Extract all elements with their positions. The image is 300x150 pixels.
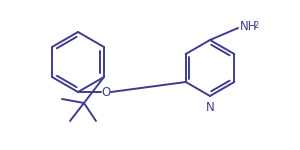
Text: O: O xyxy=(101,85,111,99)
Text: N: N xyxy=(206,101,214,114)
Text: NH: NH xyxy=(240,21,257,33)
Text: 2: 2 xyxy=(253,21,258,30)
